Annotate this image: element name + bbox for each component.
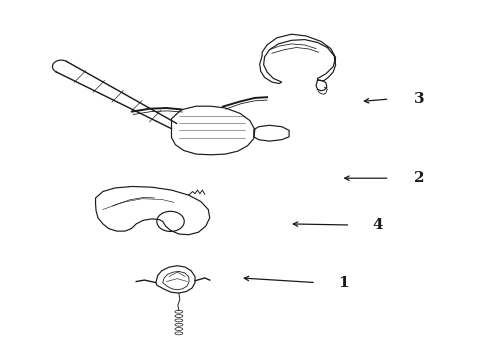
Text: 1: 1: [338, 276, 349, 289]
Text: 3: 3: [414, 92, 425, 106]
Text: 2: 2: [414, 171, 424, 185]
Text: 4: 4: [372, 218, 383, 232]
